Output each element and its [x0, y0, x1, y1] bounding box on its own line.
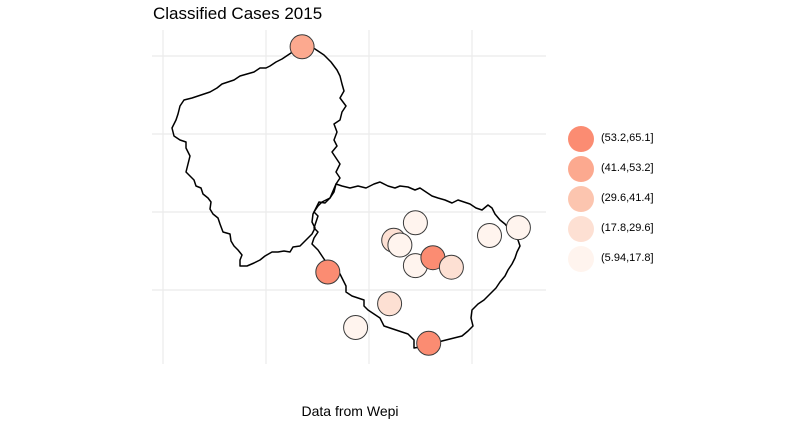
case-point [505, 215, 531, 241]
case-point [477, 223, 502, 248]
legend-label: (17.8,29.6] [601, 222, 654, 234]
case-point [315, 259, 341, 285]
case-point [402, 210, 428, 236]
case-points [289, 34, 531, 356]
legend-label: (29.6,41.4] [601, 192, 654, 204]
case-point [377, 291, 403, 317]
case-point [289, 34, 315, 60]
legend-key [568, 216, 594, 242]
legend-label: (53.2,65.1] [601, 132, 654, 144]
region-north-outline [171, 43, 347, 267]
legend-key [568, 156, 594, 182]
legend-item: (5.94,17.8] [566, 244, 696, 274]
case-point [416, 330, 442, 356]
legend-key [568, 126, 594, 152]
legend-label: (41.4,53.2] [601, 162, 654, 174]
map-title: Classified Cases 2015 [153, 4, 323, 23]
legend-label: (5.94,17.8] [601, 252, 654, 264]
case-point [438, 254, 464, 280]
legend-item: (53.2,65.1] [566, 124, 696, 154]
map-caption: Data from Wepi [301, 403, 399, 419]
case-point [387, 232, 413, 258]
grid-lines [152, 30, 546, 364]
legend-item: (29.6,41.4] [566, 184, 696, 214]
legend: (53.2,65.1] (41.4,53.2] (29.6,41.4] (17.… [566, 124, 696, 274]
case-point [343, 315, 369, 340]
legend-item: (17.8,29.6] [566, 214, 696, 244]
legend-key [568, 186, 594, 212]
region-outlines [171, 43, 521, 349]
legend-item: (41.4,53.2] [566, 154, 696, 184]
legend-key [568, 246, 594, 272]
